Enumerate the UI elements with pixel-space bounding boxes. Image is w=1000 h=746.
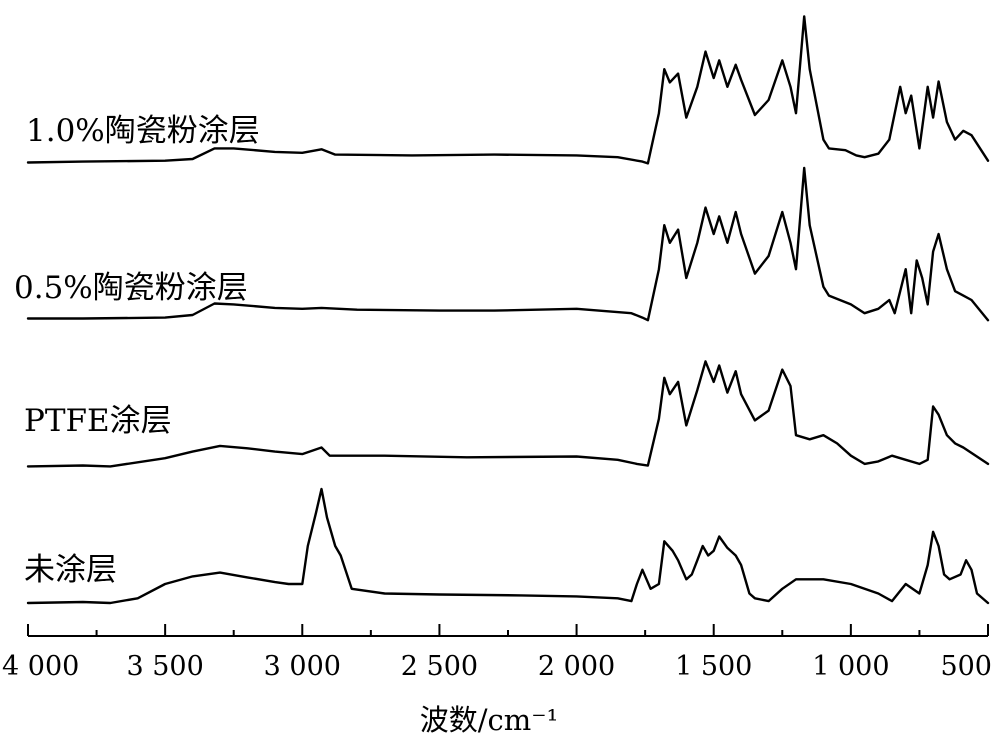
- x-axis-ticks: 4 000 3 500 3 000 2 500 2 000 1 500 1 000 500: [2, 624, 992, 682]
- spectrum-line-1: [26, 15, 990, 165]
- x-tick-label-4000: 4 000: [2, 651, 79, 682]
- x-tick-label-500: 500: [940, 651, 992, 682]
- x-tick-label-2000: 2 000: [538, 651, 615, 682]
- x-tick-label-2500: 2 500: [401, 651, 478, 682]
- spectrum-line-4: [26, 487, 990, 605]
- spectrum-line-3: [26, 360, 990, 468]
- series-label-2: 0.5%陶瓷粉涂层: [14, 270, 248, 306]
- series-label-3: PTFE涂层: [24, 403, 172, 439]
- series-label-1: 1.0%陶瓷粉涂层: [26, 113, 260, 149]
- series-layer: [26, 15, 990, 605]
- x-tick-label-1000: 1 000: [812, 651, 889, 682]
- x-tick-label-3000: 3 000: [264, 651, 341, 682]
- spectrum-line-2: [26, 166, 990, 322]
- series-label-4: 未涂层: [24, 552, 117, 588]
- x-tick-label-1500: 1 500: [675, 651, 752, 682]
- x-tick-label-3500: 3 500: [126, 651, 203, 682]
- x-axis-title: 波数/cm⁻¹: [420, 703, 558, 737]
